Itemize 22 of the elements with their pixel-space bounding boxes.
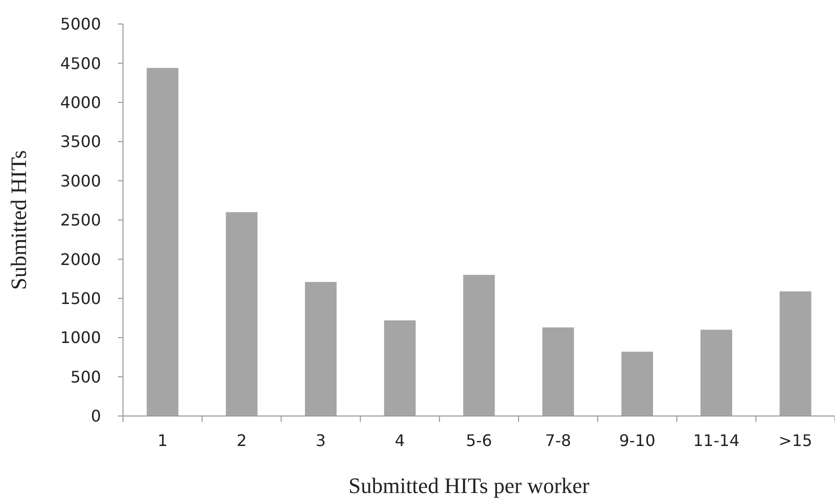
y-tick-label: 4500 [60, 54, 101, 73]
x-tick-label: 4 [394, 431, 405, 450]
y-tick-label: 0 [90, 406, 101, 426]
x-tick-label: 11-14 [693, 431, 740, 450]
x-tick-label: 1 [157, 431, 168, 450]
y-tick-label: 5000 [60, 14, 101, 34]
y-tick-label: 2000 [60, 250, 101, 269]
x-tick-label: 7-8 [545, 431, 572, 450]
x-tick-label: 9-10 [619, 431, 656, 450]
y-tick-label: 3500 [60, 132, 101, 152]
y-tick-label: 2500 [60, 210, 101, 230]
y-tick-label: 3000 [60, 171, 101, 190]
y-axis-title: Submitted HITs [6, 150, 31, 290]
x-tick-label: 3 [316, 431, 326, 450]
x-tick-label: 5-6 [466, 431, 492, 450]
x-tick-label: 2 [236, 431, 247, 450]
y-tick-label: 1000 [60, 328, 101, 348]
x-tick-label: >15 [778, 431, 812, 450]
x-axis-title: Submitted HITs per worker [348, 473, 590, 498]
y-tick-label: 4000 [60, 93, 101, 112]
y-tick-label: 1500 [60, 289, 101, 308]
y-tick-label: 500 [70, 367, 101, 386]
